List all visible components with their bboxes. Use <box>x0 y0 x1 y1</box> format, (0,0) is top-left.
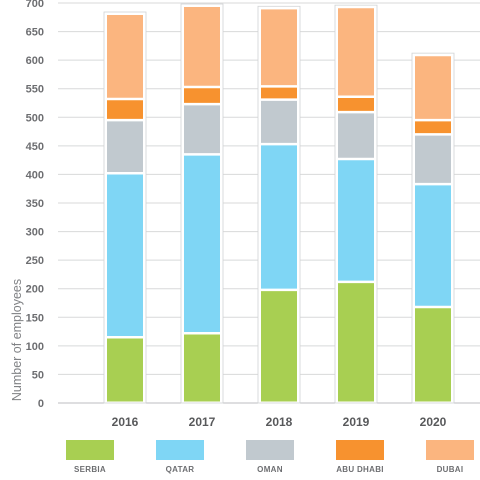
y-tick-label: 550 <box>26 84 44 96</box>
y-tick-label: 0 <box>38 398 44 410</box>
bar-segment <box>261 9 297 87</box>
x-tick-label: 2016 <box>112 415 139 429</box>
y-tick-label: 150 <box>26 312 44 324</box>
y-tick-label: 650 <box>26 27 44 39</box>
x-axis-categories: 2016 2017 2018 2019 2020 <box>112 415 447 429</box>
legend-label: QATAR <box>166 465 195 474</box>
bar-stack-2017 <box>180 3 224 405</box>
y-tick-label: 100 <box>26 341 44 353</box>
y-tick-label: 300 <box>26 227 44 239</box>
bar-stack-2016 <box>103 11 147 405</box>
bar-segment <box>338 281 374 403</box>
bar-segment <box>415 307 451 403</box>
legend-item: QATAR <box>156 440 204 474</box>
x-tick-label: 2020 <box>420 415 447 429</box>
bar-segment <box>338 8 374 97</box>
bar-segment <box>415 56 451 121</box>
bar-outline <box>334 4 378 404</box>
bar-segment <box>107 15 143 99</box>
y-tick-label: 450 <box>26 141 44 153</box>
bar-segment <box>107 173 143 338</box>
legend-swatch <box>426 440 474 460</box>
bar-segment <box>184 154 220 334</box>
legend-swatch <box>156 440 204 460</box>
legend-label: ABU DHABI <box>336 465 384 474</box>
bars <box>103 3 455 405</box>
x-tick-label: 2017 <box>189 415 216 429</box>
bar-segment <box>415 184 451 307</box>
legend-item: ABU DHABI <box>336 440 384 474</box>
bar-segment <box>338 96 374 113</box>
y-tick-label: 700 <box>26 0 44 10</box>
bar-segment <box>261 289 297 403</box>
bar-segment <box>184 104 220 155</box>
y-tick-label: 500 <box>26 112 44 124</box>
legend-swatch <box>66 440 114 460</box>
bar-outline <box>411 52 455 404</box>
bar-stack-2020 <box>411 52 455 405</box>
legend-label: OMAN <box>257 465 283 474</box>
bar-segment <box>415 120 451 135</box>
x-tick-label: 2018 <box>266 415 293 429</box>
y-tick-label: 250 <box>26 255 44 267</box>
x-tick-label: 2019 <box>343 415 370 429</box>
bar-segment <box>261 144 297 290</box>
y-axis-ticks: 0 50 100 150 200 250 300 350 400 450 500 550 600 650 7… <box>26 0 44 410</box>
bar-segment <box>107 99 143 121</box>
legend-item: DUBAI <box>426 440 474 474</box>
legend-item: OMAN <box>246 440 294 474</box>
y-tick-label: 350 <box>26 198 44 210</box>
bar-segment <box>107 337 143 403</box>
bar-outline <box>180 3 224 404</box>
y-tick-label: 50 <box>32 369 44 381</box>
legend-label: SERBIA <box>74 465 106 474</box>
legend-swatch <box>336 440 384 460</box>
bar-segment <box>184 7 220 87</box>
bar-stack-2019 <box>334 4 378 405</box>
bar-segment <box>184 87 220 105</box>
legend: SERBIA QATAR OMAN ABU DHABI DUBAI <box>66 440 474 474</box>
legend-label: DUBAI <box>437 465 464 474</box>
bar-outline <box>257 5 301 404</box>
bar-outline <box>103 11 147 404</box>
bar-stack-2018 <box>257 5 301 405</box>
legend-item: SERBIA <box>66 440 114 474</box>
bar-segment <box>338 159 374 282</box>
y-tick-label: 600 <box>26 55 44 67</box>
y-tick-label: 200 <box>26 284 44 296</box>
y-tick-label: 400 <box>26 169 44 181</box>
bar-segment <box>107 120 143 174</box>
y-axis-label: Number of employees <box>10 279 24 401</box>
bar-segment <box>261 86 297 100</box>
bar-segment <box>338 112 374 159</box>
bar-segment <box>415 134 451 185</box>
bar-segment <box>184 333 220 403</box>
bar-segment <box>261 99 297 145</box>
legend-swatch <box>246 440 294 460</box>
